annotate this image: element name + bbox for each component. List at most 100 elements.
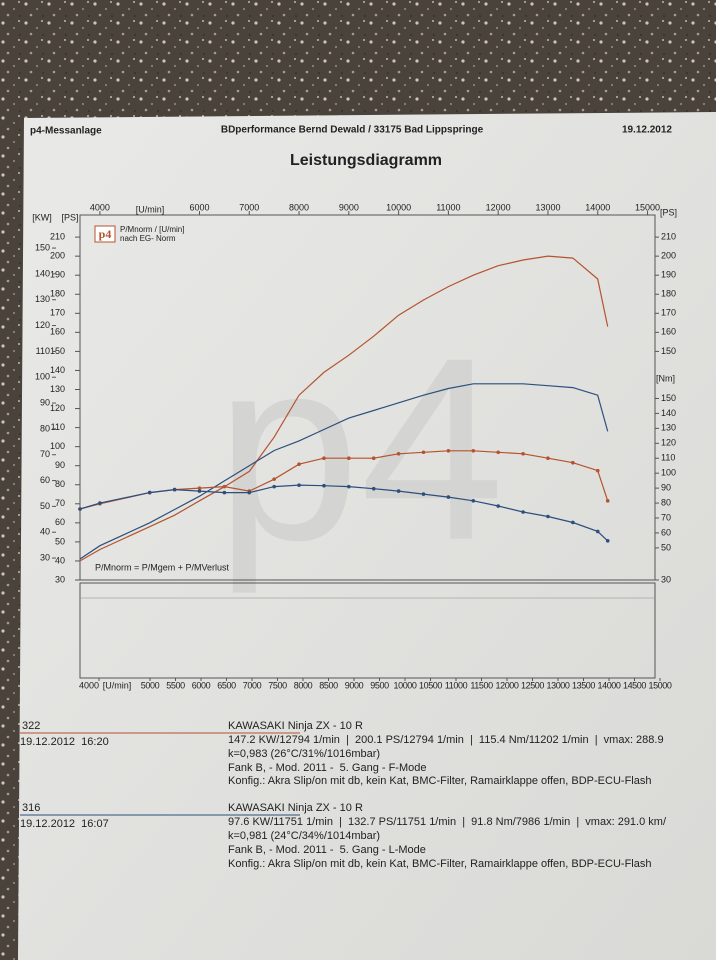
x-axis-label: [U/min]	[136, 204, 165, 214]
y-tick-label: 170	[50, 308, 65, 318]
y-tick-label: 30	[55, 574, 65, 584]
x2-tick-label: 9000	[345, 680, 364, 690]
y-tick-label: 120	[50, 403, 65, 413]
series-marker	[322, 456, 326, 461]
x2-tick-label: 11000	[445, 680, 468, 690]
x-tick-label: 6000	[189, 202, 209, 212]
y2-tick-label: 90	[661, 482, 671, 492]
kw-tick-label: 100	[35, 372, 50, 382]
header-date: 19.12.2012	[622, 125, 672, 136]
run-id: 316	[22, 802, 40, 814]
series-marker	[297, 483, 301, 487]
series-marker	[197, 486, 202, 490]
run-list: 322 19.12.2012 16:20 KAWASAKI Ninja ZX -…	[20, 720, 667, 870]
series-marker	[247, 490, 252, 495]
x2-tick-label: 7500	[268, 680, 287, 690]
x-tick-label: 15000	[635, 202, 660, 212]
right-y-axis-label: [PS]	[660, 207, 677, 217]
series-marker	[197, 489, 202, 493]
series-marker	[571, 460, 575, 465]
y-tick-label: 140	[50, 365, 65, 375]
right-y-tick-label: 210	[661, 231, 676, 241]
series-marker	[297, 462, 301, 467]
kw-tick-label: 130	[35, 294, 50, 304]
x-tick-label: 9000	[339, 202, 359, 212]
series-marker	[546, 514, 550, 519]
series-marker	[347, 456, 351, 461]
series-marker	[496, 504, 500, 508]
series-marker	[446, 495, 451, 499]
series-marker	[347, 484, 351, 489]
legend-line: P/Mnorm / [U/min]	[120, 225, 184, 234]
x2-tick-label: 12000	[495, 680, 518, 690]
series-line	[79, 450, 609, 510]
paper	[18, 112, 716, 960]
run-conditions: k=0,981 (24°C/34%/1014mbar)	[228, 830, 380, 842]
kw-tick-label: 70	[40, 449, 50, 459]
series-marker	[98, 501, 102, 505]
kw-tick-label: 60	[40, 475, 50, 485]
y2-tick-label: 110	[661, 453, 675, 463]
y2-tick-label: 60	[661, 527, 671, 537]
lower-panel	[79, 582, 656, 679]
kw-tick-label: 40	[40, 527, 50, 537]
right-y-tick-label: 160	[661, 327, 676, 337]
x2-tick-label: 13000	[546, 680, 569, 690]
series-marker	[421, 492, 426, 496]
y-tick-label: 160	[50, 327, 65, 337]
series-marker	[322, 483, 326, 488]
y-tick-label: 50	[55, 536, 65, 546]
series-marker	[595, 529, 600, 534]
series-marker	[595, 468, 600, 473]
y-axis-label: [PS]	[61, 212, 78, 222]
series-marker	[172, 487, 177, 492]
x-tick-label: 10000	[386, 202, 411, 212]
y-tick-label: 110	[51, 422, 65, 432]
series-marker	[272, 477, 276, 481]
x2-axis-label: [U/min]	[103, 680, 132, 690]
y2-tick-label: 50	[661, 542, 671, 552]
series-marker	[222, 484, 227, 489]
series-marker	[471, 499, 476, 503]
right-y-tick-label: 200	[661, 251, 676, 261]
y-tick-label: 150	[50, 346, 65, 356]
x-tick-label: 11000	[436, 202, 460, 212]
y-tick-label: 210	[50, 231, 65, 241]
series-marker	[446, 448, 451, 453]
series-marker	[471, 448, 476, 453]
series-marker	[605, 539, 610, 543]
run-conditions: k=0,983 (26°C/31%/1016mbar)	[228, 748, 380, 760]
x2-tick-label: 14000	[597, 680, 620, 690]
y-tick-label: 100	[50, 441, 65, 451]
x-tick-label: 4000	[90, 202, 110, 212]
x2-tick-label: 10000	[393, 680, 416, 690]
y-tick-label: 80	[55, 479, 65, 489]
series-marker	[147, 490, 152, 495]
x2-tick-label: 6000	[192, 680, 211, 690]
x-tick-label: 14000	[585, 202, 610, 212]
kw-tick-label: 140	[35, 268, 50, 278]
run-id: 322	[22, 720, 40, 732]
kw-tick-label: 120	[35, 320, 50, 330]
y2-tick-label: 80	[661, 497, 671, 507]
series-marker	[396, 451, 401, 456]
series-marker	[546, 456, 550, 461]
x-tick-label: 8000	[289, 202, 309, 212]
series-line	[79, 255, 609, 562]
kw-tick-label: 90	[40, 397, 50, 407]
run-setup: Fank B, - Mod. 2011 - 5. Gang - F-Mode	[228, 762, 427, 774]
page-title: Leistungsdiagramm	[290, 152, 442, 169]
x-tick-label: 12000	[486, 202, 511, 212]
y2-tick-label: 70	[661, 512, 671, 522]
series-marker	[272, 484, 276, 489]
series-marker	[521, 451, 525, 456]
right-y-tick-label: 30	[661, 574, 671, 584]
right-y-tick-label: 150	[661, 346, 676, 356]
y2-axis-label: [Nm]	[656, 373, 675, 383]
series-marker	[222, 490, 227, 495]
y-tick-label: 190	[50, 270, 65, 280]
x2-tick-label: 4000	[79, 680, 99, 690]
run-datetime: 19.12.2012 16:07	[20, 818, 109, 830]
x-tick-label: 7000	[239, 202, 259, 212]
